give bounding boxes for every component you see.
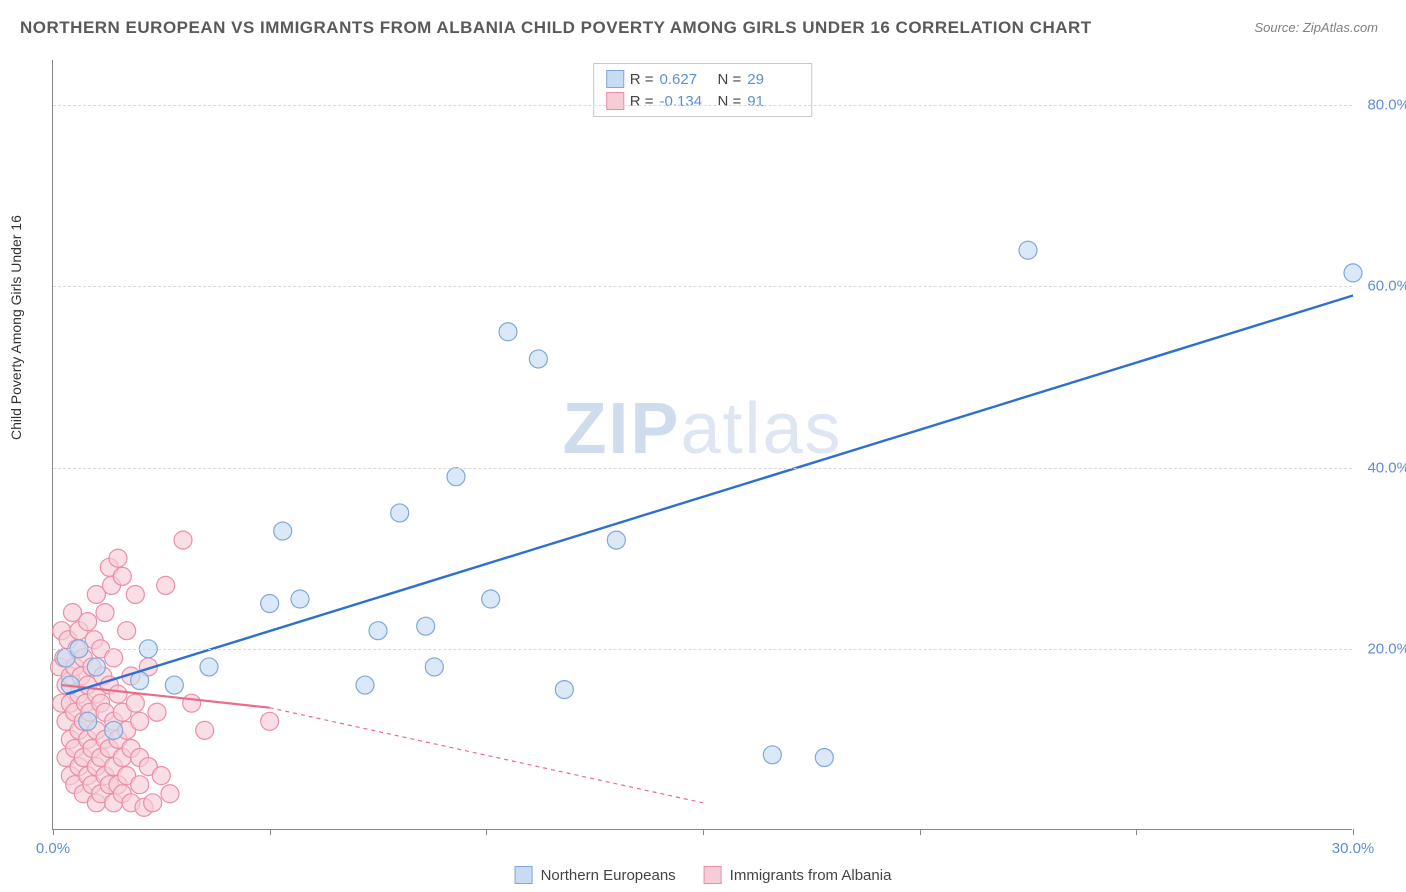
legend-item-blue: Northern Europeans bbox=[515, 866, 676, 884]
x-tick bbox=[1136, 829, 1137, 835]
data-point bbox=[369, 622, 387, 640]
x-tick bbox=[920, 829, 921, 835]
data-point bbox=[447, 468, 465, 486]
data-point bbox=[131, 776, 149, 794]
data-point bbox=[96, 604, 114, 622]
y-tick-label: 40.0% bbox=[1367, 459, 1406, 476]
data-point bbox=[815, 749, 833, 767]
data-point bbox=[482, 590, 500, 608]
x-tick bbox=[703, 829, 704, 835]
data-point bbox=[499, 323, 517, 341]
data-point bbox=[152, 767, 170, 785]
gridline bbox=[53, 649, 1352, 650]
data-point bbox=[109, 549, 127, 567]
y-tick-label: 60.0% bbox=[1367, 278, 1406, 295]
data-point bbox=[79, 712, 97, 730]
gridline bbox=[53, 105, 1352, 106]
data-point bbox=[261, 712, 279, 730]
data-point bbox=[555, 681, 573, 699]
trend-line bbox=[66, 296, 1353, 695]
y-tick-label: 80.0% bbox=[1367, 97, 1406, 114]
y-tick-label: 20.0% bbox=[1367, 640, 1406, 657]
data-point bbox=[87, 658, 105, 676]
swatch-pink-icon bbox=[704, 866, 722, 884]
x-tick-label: 30.0% bbox=[1332, 840, 1375, 857]
data-point bbox=[148, 703, 166, 721]
data-point bbox=[763, 746, 781, 764]
trend-line-ext bbox=[270, 708, 703, 803]
data-point bbox=[261, 595, 279, 613]
data-point bbox=[126, 585, 144, 603]
data-point bbox=[105, 649, 123, 667]
data-point bbox=[356, 676, 374, 694]
data-point bbox=[274, 522, 292, 540]
data-point bbox=[126, 694, 144, 712]
y-axis-label: Child Poverty Among Girls Under 16 bbox=[8, 215, 24, 440]
data-point bbox=[417, 617, 435, 635]
x-tick bbox=[1353, 829, 1354, 835]
legend-item-pink: Immigrants from Albania bbox=[704, 866, 892, 884]
chart-svg bbox=[53, 60, 1352, 829]
data-point bbox=[425, 658, 443, 676]
data-point bbox=[291, 590, 309, 608]
data-point bbox=[391, 504, 409, 522]
data-point bbox=[165, 676, 183, 694]
swatch-blue-icon bbox=[515, 866, 533, 884]
data-point bbox=[105, 721, 123, 739]
data-point bbox=[1019, 241, 1037, 259]
data-point bbox=[200, 658, 218, 676]
data-point bbox=[183, 694, 201, 712]
x-tick bbox=[53, 829, 54, 835]
data-point bbox=[109, 685, 127, 703]
x-tick bbox=[270, 829, 271, 835]
x-tick bbox=[486, 829, 487, 835]
x-tick-label: 0.0% bbox=[36, 840, 70, 857]
data-point bbox=[174, 531, 192, 549]
data-point bbox=[529, 350, 547, 368]
bottom-legend: Northern Europeans Immigrants from Alban… bbox=[515, 866, 892, 884]
gridline bbox=[53, 468, 1352, 469]
plot-area: ZIPatlas R = 0.627 N = 29 R = -0.134 N =… bbox=[52, 60, 1352, 830]
gridline bbox=[53, 286, 1352, 287]
data-point bbox=[131, 712, 149, 730]
data-point bbox=[1344, 264, 1362, 282]
data-point bbox=[113, 567, 131, 585]
data-point bbox=[118, 622, 136, 640]
source-label: Source: ZipAtlas.com bbox=[1254, 20, 1378, 35]
data-point bbox=[144, 794, 162, 812]
data-point bbox=[607, 531, 625, 549]
chart-title: NORTHERN EUROPEAN VS IMMIGRANTS FROM ALB… bbox=[20, 18, 1092, 38]
data-point bbox=[79, 613, 97, 631]
data-point bbox=[161, 785, 179, 803]
data-point bbox=[157, 576, 175, 594]
data-point bbox=[196, 721, 214, 739]
